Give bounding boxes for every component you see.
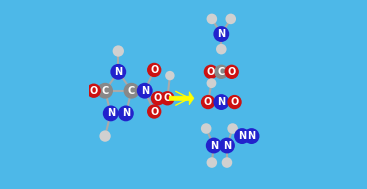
Text: O: O <box>150 65 158 75</box>
Circle shape <box>225 65 239 79</box>
Text: N: N <box>217 29 225 39</box>
Circle shape <box>207 14 217 24</box>
Text: O: O <box>228 67 236 77</box>
Text: N: N <box>223 141 231 150</box>
Circle shape <box>118 105 134 121</box>
Circle shape <box>97 83 113 99</box>
Text: O: O <box>204 97 212 107</box>
Circle shape <box>103 105 119 121</box>
Circle shape <box>222 157 232 168</box>
Circle shape <box>99 130 111 142</box>
Circle shape <box>87 84 101 98</box>
Circle shape <box>213 94 229 110</box>
Circle shape <box>227 123 238 134</box>
Circle shape <box>219 138 235 153</box>
Circle shape <box>113 45 124 57</box>
Text: O: O <box>150 107 158 116</box>
Circle shape <box>204 65 218 79</box>
FancyArrow shape <box>169 92 194 105</box>
Circle shape <box>214 65 229 79</box>
Text: C: C <box>218 67 225 77</box>
Circle shape <box>207 157 217 168</box>
Circle shape <box>234 128 250 144</box>
Text: N: N <box>217 97 225 107</box>
Circle shape <box>213 26 229 42</box>
Text: N: N <box>107 108 115 118</box>
Circle shape <box>151 91 165 105</box>
Circle shape <box>201 95 215 109</box>
Text: O: O <box>154 93 162 103</box>
Circle shape <box>201 123 211 134</box>
Text: N: N <box>238 131 246 141</box>
Circle shape <box>165 71 175 80</box>
Text: C: C <box>128 86 135 96</box>
Text: O: O <box>163 93 171 103</box>
Text: N: N <box>141 86 149 96</box>
Circle shape <box>206 138 222 153</box>
Text: O: O <box>207 67 215 77</box>
Text: C: C <box>101 86 109 96</box>
Circle shape <box>160 91 175 105</box>
Text: N: N <box>122 108 130 118</box>
Circle shape <box>244 128 259 144</box>
Text: O: O <box>230 97 239 107</box>
Circle shape <box>147 63 161 77</box>
Circle shape <box>216 44 226 54</box>
Text: N: N <box>247 131 255 141</box>
Circle shape <box>227 95 242 109</box>
Circle shape <box>124 83 139 99</box>
Circle shape <box>147 104 161 119</box>
Circle shape <box>225 14 236 24</box>
Circle shape <box>137 83 153 99</box>
Text: N: N <box>210 141 218 150</box>
Circle shape <box>207 78 217 88</box>
Circle shape <box>110 64 126 80</box>
Text: N: N <box>114 67 122 77</box>
Text: O: O <box>90 86 98 96</box>
